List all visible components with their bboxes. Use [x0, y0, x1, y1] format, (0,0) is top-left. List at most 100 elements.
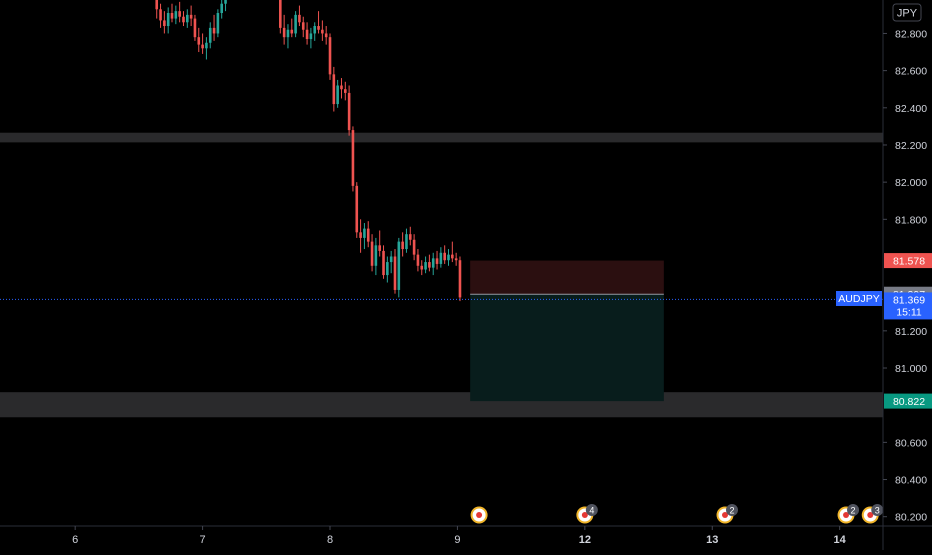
candle-body	[431, 258, 435, 268]
symbol-label: AUDJPY	[838, 293, 879, 305]
candle-body	[351, 130, 355, 186]
events-layer[interactable]: 4 2 2 3	[470, 504, 884, 524]
candle-body	[412, 239, 416, 255]
candle-body	[286, 29, 290, 38]
candle-9	[189, 5, 193, 27]
price-tick-label: 80.400	[895, 475, 927, 487]
candle-46	[382, 245, 385, 279]
price-axis[interactable]: 82.800 82.600 82.400 82.200 82.000 81.800 81.2…	[883, 28, 927, 524]
time-tick-label: 7	[200, 534, 206, 546]
event-badge-count: 2	[851, 506, 856, 516]
candle-body	[328, 37, 332, 75]
candle-1	[159, 3, 162, 28]
price-tick-label: 81.000	[895, 363, 927, 375]
current-price-bg	[884, 292, 932, 320]
candle-body	[321, 29, 324, 34]
candle-53	[408, 226, 412, 246]
event-marker-2[interactable]: 2	[716, 504, 739, 524]
candle-body	[347, 92, 351, 131]
candle-0	[155, 0, 159, 19]
candle-16	[216, 9, 220, 38]
candle-47	[386, 256, 389, 283]
price-tick-label: 82.400	[895, 103, 927, 115]
candle-body	[332, 74, 336, 105]
candle-49	[393, 249, 397, 294]
event-badge-bg	[847, 504, 860, 516]
candle-body	[428, 262, 431, 268]
event-dot	[581, 512, 588, 518]
candle-18	[224, 0, 227, 12]
currency-label: JPY	[897, 8, 918, 20]
candle-2	[163, 11, 166, 34]
candles-layer	[155, 0, 462, 302]
candle-body	[378, 245, 382, 251]
candle-body	[220, 3, 224, 14]
candle-body	[454, 258, 458, 261]
candle-body	[186, 14, 189, 23]
candle-33	[332, 66, 336, 112]
price-tick-label: 82.000	[895, 177, 927, 189]
candle-56	[420, 260, 424, 276]
candle-6	[178, 1, 181, 23]
event-dot	[722, 512, 729, 518]
countdown-text: 15:11	[896, 306, 922, 318]
event-marker-1[interactable]: 4	[576, 504, 598, 524]
candle-40	[359, 219, 362, 253]
candle-24	[298, 5, 301, 27]
risk-zone	[470, 260, 664, 295]
event-marker-4[interactable]: 3	[861, 504, 884, 524]
candle-3	[166, 7, 170, 34]
event-marker-0[interactable]	[470, 506, 488, 524]
candle-body	[166, 13, 170, 27]
candle-body	[224, 0, 227, 4]
price-tick-label: 80.600	[895, 437, 927, 449]
candle-28	[313, 22, 317, 41]
candle-29	[317, 11, 320, 34]
price-tick-label: 81.200	[895, 326, 927, 338]
price-label-text: 80.822	[893, 396, 925, 408]
event-badge-count: 4	[589, 506, 594, 516]
candle-66	[458, 256, 462, 302]
candle-34	[336, 79, 339, 108]
sr-zone-1	[0, 392, 883, 418]
candle-32	[328, 33, 332, 80]
event-dot	[867, 512, 874, 518]
candle-21	[286, 24, 290, 49]
candle-body	[405, 234, 408, 250]
candle-body	[317, 26, 320, 30]
candle-63	[447, 249, 450, 266]
candle-body	[309, 33, 313, 40]
candle-body	[344, 89, 347, 93]
price-tick-label: 82.600	[895, 66, 927, 78]
candle-body	[355, 185, 359, 233]
candle-body	[155, 0, 159, 10]
candle-41	[363, 223, 366, 250]
candle-57	[424, 256, 427, 274]
candle-body	[389, 256, 393, 263]
candle-body	[301, 22, 305, 30]
candle-body	[420, 265, 424, 270]
candle-27	[309, 27, 313, 49]
candle-body	[458, 260, 462, 298]
candle-38	[351, 126, 355, 192]
time-axis[interactable]: 6 7 8 9 12 13 14	[72, 526, 847, 546]
candle-36	[344, 81, 347, 101]
candle-12	[201, 33, 204, 54]
event-marker-3[interactable]: 2	[837, 504, 860, 524]
candle-body	[393, 256, 397, 290]
candle-body	[443, 252, 446, 261]
candle-body	[447, 254, 450, 261]
candle-body	[159, 9, 162, 21]
time-tick-label: 12	[579, 534, 591, 546]
candle-body	[290, 29, 294, 34]
currency-button[interactable]: JPY	[892, 3, 922, 22]
candle-23	[294, 11, 297, 38]
sr-zone-0	[0, 132, 883, 143]
candle-body	[313, 26, 317, 34]
position-layer[interactable]	[470, 260, 664, 402]
candle-body	[424, 262, 427, 270]
candle-body	[366, 228, 370, 242]
